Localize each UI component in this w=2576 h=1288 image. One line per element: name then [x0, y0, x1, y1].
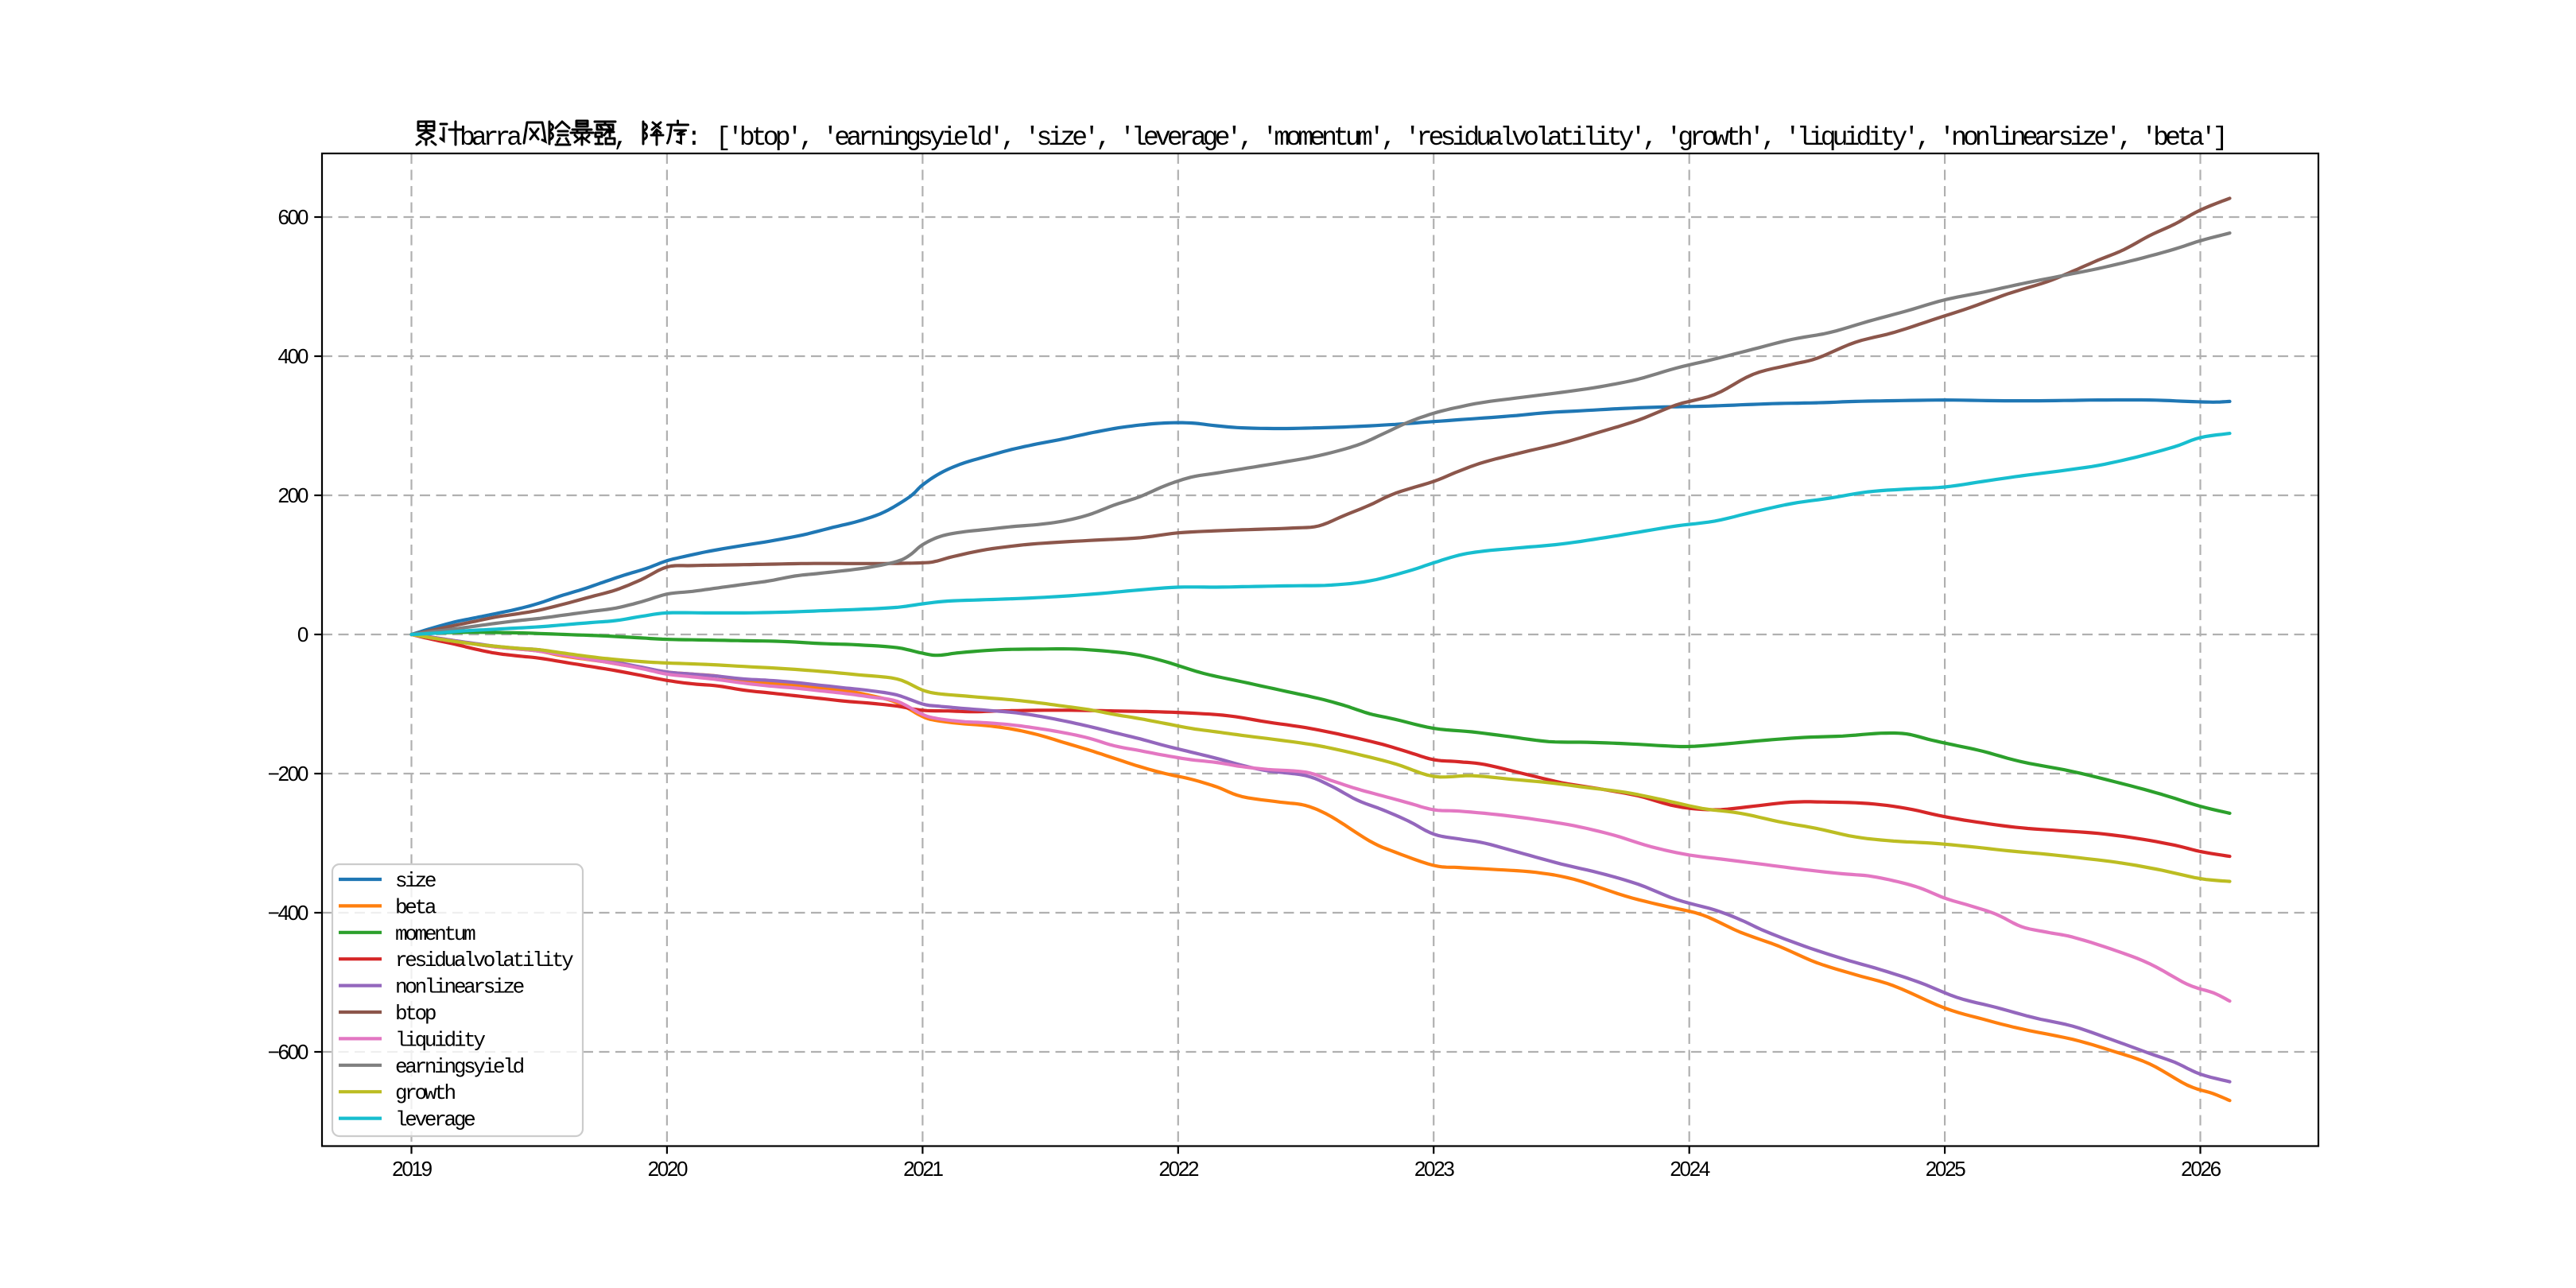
svg-text:['btop', 'earningsyield', 'siz: ['btop', 'earningsyield', 'size', 'lever… [716, 123, 2225, 153]
svg-text:2024: 2024 [1670, 1157, 1709, 1181]
svg-text:earningsyield: earningsyield [395, 1055, 524, 1079]
svg-text:−600: −600 [268, 1040, 308, 1064]
svg-text:0: 0 [297, 623, 308, 646]
svg-text:2026: 2026 [2181, 1157, 2221, 1181]
svg-text:beta: beta [395, 895, 436, 919]
svg-text:residualvolatility: residualvolatility [395, 949, 573, 972]
svg-text:400: 400 [278, 344, 308, 368]
svg-text:growth: growth [395, 1081, 456, 1105]
svg-text:barra: barra [460, 123, 522, 153]
svg-text:200: 200 [278, 483, 308, 507]
svg-text:size: size [395, 869, 436, 893]
svg-text::: : [686, 123, 698, 153]
svg-text:2019: 2019 [392, 1157, 432, 1181]
svg-text:2023: 2023 [1414, 1157, 1454, 1181]
svg-text:nonlinearsize: nonlinearsize [395, 976, 524, 999]
svg-text:leverage: leverage [395, 1108, 475, 1132]
svg-text:2022: 2022 [1158, 1157, 1198, 1181]
svg-text:−200: −200 [268, 762, 308, 786]
svg-text:btop: btop [395, 1002, 436, 1026]
svg-text:momentum: momentum [395, 922, 475, 946]
svg-text:2025: 2025 [1926, 1157, 1965, 1181]
svg-text:2021: 2021 [903, 1157, 943, 1181]
svg-text:liquidity: liquidity [395, 1028, 485, 1052]
svg-text:600: 600 [278, 205, 308, 229]
svg-text:2020: 2020 [648, 1157, 688, 1181]
svg-text:−400: −400 [268, 901, 308, 925]
